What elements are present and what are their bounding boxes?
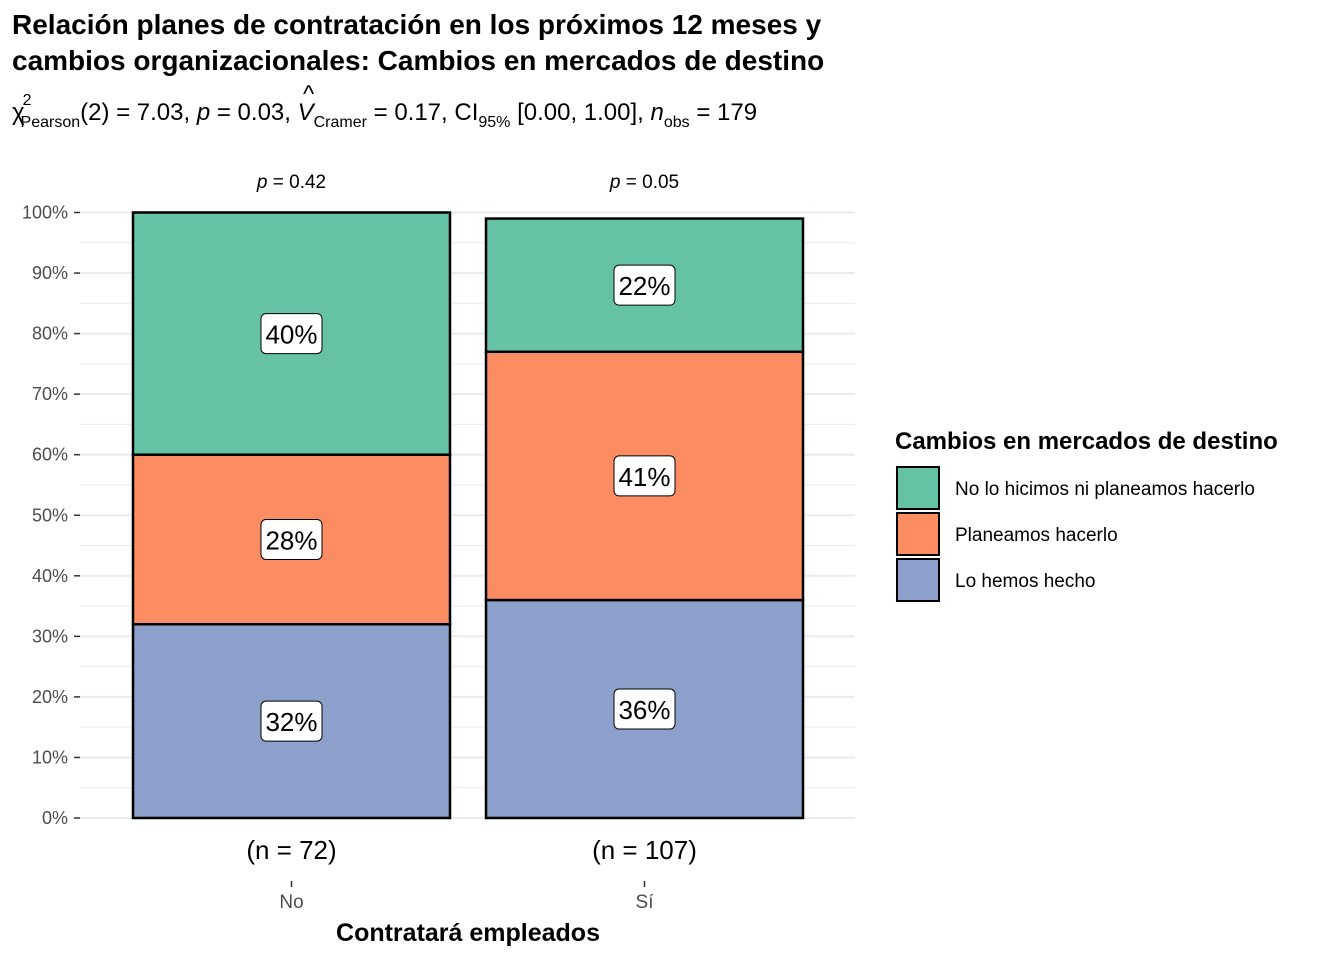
x-tick-label: No (279, 892, 303, 913)
y-tick-label: 40% (32, 566, 68, 586)
data-label: 28% (260, 518, 323, 560)
stat-v-symbol: V (298, 99, 316, 126)
chart-title-line-1: Relación planes de contratación en los p… (12, 9, 822, 40)
stat-n-symbol: n (651, 99, 664, 126)
p-value-labels: p = 0.42 p = 0.05 (256, 172, 679, 193)
stat-chi-sub: Pearson (21, 114, 81, 131)
stat-v-hat: ^ (303, 81, 315, 108)
data-label-text: 36% (618, 695, 670, 725)
stat-n-value: = 179 (690, 99, 757, 126)
legend-swatch (896, 558, 940, 602)
data-label-text: 28% (265, 525, 317, 555)
stat-p-symbol: p (196, 99, 210, 126)
stat-chi-value: (2) = 7.03, (80, 99, 197, 126)
data-label: 22% (613, 264, 676, 306)
data-label-text: 22% (618, 271, 670, 301)
data-label: 41% (613, 455, 676, 497)
legend-swatch (896, 512, 940, 556)
stat-n-sub: obs (664, 114, 690, 131)
y-tick-label: 50% (32, 505, 68, 525)
y-axis: 0% 10% 20% 30% 40% 50% 60% 70% 80% 90% 100% (22, 203, 80, 828)
x-axis: (n = 72) No (n = 107) Sí (246, 835, 697, 913)
data-label-text: 40% (265, 320, 317, 350)
legend: Cambios en mercados de destino No lo hic… (895, 428, 1278, 602)
y-tick-label: 100% (22, 203, 68, 223)
bar-labels: 32% 28% 40% 36% 41% 22% (260, 264, 676, 742)
chart-subtitle-stats: χ2 Pearson(2) = 7.03, p = 0.03, VCramer =… (12, 92, 757, 131)
data-label-box (613, 688, 676, 730)
y-tick-label: 60% (32, 445, 68, 465)
stat-ci-sub: 95% (478, 114, 510, 131)
data-label-box (260, 313, 323, 355)
data-label-text: 41% (618, 462, 670, 492)
legend-item-label: No lo hicimos ni planeamos hacerlo (955, 479, 1255, 500)
p-value-label: p = 0.42 (256, 172, 326, 193)
data-label: 40% (260, 313, 323, 355)
legend-item-label: Planeamos hacerlo (955, 525, 1118, 546)
y-tick-label: 30% (32, 626, 68, 646)
data-label-box (260, 518, 323, 560)
y-tick-label: 90% (32, 263, 68, 283)
stat-chi-symbol: χ (12, 99, 25, 126)
y-tick-label: 10% (32, 747, 68, 767)
stat-ci-value: [0.00, 1.00], (510, 99, 650, 126)
data-label-box (613, 455, 676, 497)
p-value-symbol: p (609, 172, 621, 193)
chart-title-line-2: cambios organizacionales: Cambios en mer… (12, 45, 824, 76)
stat-chi-sup: 2 (23, 92, 32, 109)
data-label: 32% (260, 700, 323, 742)
x-tick-label: Sí (636, 892, 655, 913)
y-tick-label: 80% (32, 324, 68, 344)
data-label-box (260, 700, 323, 742)
x-axis-title: Contratará empleados (336, 919, 600, 947)
p-value-number: = 0.05 (620, 172, 679, 193)
legend-item-label: Lo hemos hecho (955, 571, 1096, 592)
p-value-label: p = 0.05 (609, 172, 679, 193)
stat-v-sub: Cramer (314, 114, 368, 131)
data-label-text: 32% (265, 707, 317, 737)
y-tick-label: 20% (32, 687, 68, 707)
y-tick-label: 70% (32, 384, 68, 404)
legend-swatch (896, 466, 940, 510)
stat-v-value: = 0.17, CI (367, 99, 478, 126)
data-label-box (613, 264, 676, 306)
legend-title: Cambios en mercados de destino (895, 428, 1278, 455)
sample-size-label: (n = 107) (592, 835, 697, 865)
data-label: 36% (613, 688, 676, 730)
stat-p-value: = 0.03, (210, 99, 297, 126)
p-value-symbol: p (256, 172, 268, 193)
sample-size-label: (n = 72) (246, 835, 336, 865)
p-value-number: = 0.42 (267, 172, 326, 193)
y-tick-label: 0% (42, 808, 68, 828)
